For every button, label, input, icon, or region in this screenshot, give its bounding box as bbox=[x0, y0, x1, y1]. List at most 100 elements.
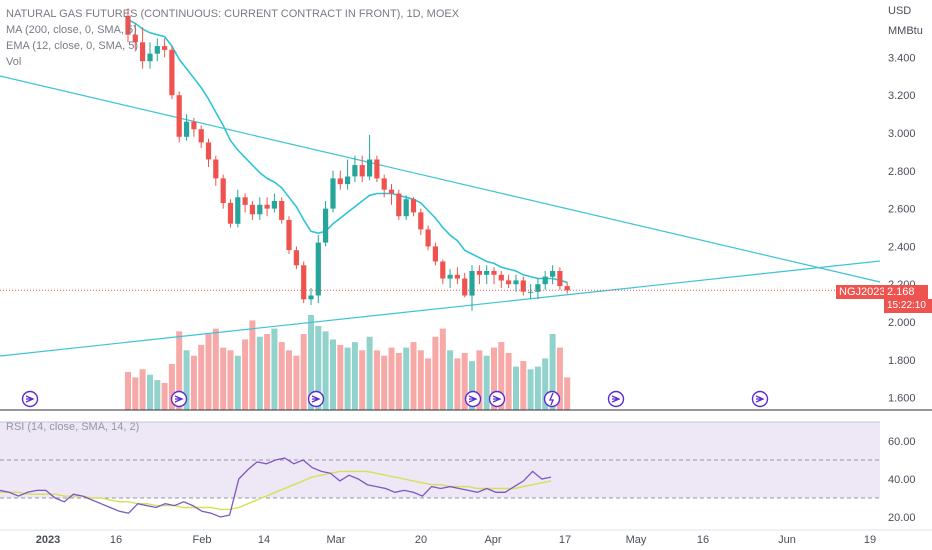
candle-body bbox=[330, 178, 336, 209]
candle bbox=[374, 155, 380, 183]
indicator-vol[interactable]: Vol bbox=[6, 56, 22, 68]
candle-body bbox=[154, 46, 160, 54]
play-event-icon[interactable] bbox=[751, 390, 769, 408]
rsi-ma-line bbox=[0, 470, 552, 511]
candle bbox=[220, 174, 226, 209]
candle-body bbox=[418, 212, 424, 230]
volume-bar bbox=[564, 377, 571, 410]
volume-bar bbox=[403, 347, 410, 410]
candle-body bbox=[535, 284, 541, 292]
time-tick-label: 16 bbox=[110, 534, 122, 546]
descending-trendline[interactable] bbox=[0, 75, 881, 283]
volume-bar bbox=[125, 372, 131, 410]
volume-bar bbox=[556, 347, 563, 410]
candle-body bbox=[264, 204, 270, 209]
volume-bar bbox=[139, 369, 146, 410]
candle bbox=[396, 189, 402, 220]
candle-body bbox=[242, 197, 248, 205]
play-event-icon[interactable] bbox=[607, 390, 625, 408]
play-event-icon[interactable] bbox=[464, 390, 482, 408]
volume-bar bbox=[278, 342, 285, 410]
candle-body bbox=[396, 193, 402, 217]
candle-body bbox=[293, 250, 299, 266]
candle-body bbox=[213, 159, 219, 179]
volume-bar bbox=[256, 336, 263, 410]
volume-bar bbox=[447, 350, 454, 410]
volume-bar bbox=[359, 350, 366, 410]
candle-body bbox=[388, 189, 395, 194]
volume-bar bbox=[212, 328, 219, 410]
price-tick-label: 2.000 bbox=[888, 317, 916, 329]
play-event-icon[interactable] bbox=[21, 390, 39, 408]
candle-body bbox=[557, 271, 563, 287]
candle-body bbox=[337, 178, 343, 185]
candle bbox=[169, 46, 175, 99]
candle bbox=[550, 265, 556, 285]
volume-bar bbox=[154, 380, 161, 410]
events-row[interactable] bbox=[21, 390, 769, 408]
candle bbox=[315, 235, 321, 304]
volume-bar bbox=[513, 366, 519, 410]
candle bbox=[410, 197, 417, 217]
price-tick-label: 2.600 bbox=[888, 204, 916, 216]
time-tick-label: 17 bbox=[559, 534, 571, 546]
candle bbox=[147, 42, 153, 69]
candle bbox=[491, 267, 497, 285]
volume-bars bbox=[125, 315, 571, 410]
candle bbox=[506, 274, 512, 288]
candle bbox=[484, 265, 490, 285]
rsi-axis[interactable]: 60.00 40.00 20.00 bbox=[888, 436, 916, 524]
candle bbox=[440, 259, 446, 285]
ascending-trendline[interactable] bbox=[0, 260, 881, 357]
price-axis-unit-usd: USD bbox=[888, 5, 911, 17]
play-event-icon[interactable] bbox=[170, 390, 188, 408]
candle-body bbox=[198, 129, 204, 143]
play-event-icon[interactable] bbox=[307, 390, 325, 408]
candle-body bbox=[484, 271, 490, 275]
indicator-ma[interactable]: MA (200, close, 0, SMA, 5) bbox=[6, 24, 137, 36]
candle-body bbox=[308, 295, 314, 300]
rsi-tick-label: 60.00 bbox=[888, 436, 916, 448]
volume-bar bbox=[176, 331, 183, 410]
volume-bar bbox=[439, 328, 446, 410]
price-tick-label: 2.400 bbox=[888, 241, 916, 253]
candle-body bbox=[301, 265, 307, 300]
price-axis[interactable]: 3.4003.2003.0002.8002.6002.4002.2002.000… bbox=[888, 52, 916, 404]
volume-bar bbox=[469, 361, 475, 410]
time-axis[interactable]: 2023 16 Feb 14 Mar 20 Apr 17 May 16 Jun 19 bbox=[36, 534, 876, 546]
candle-body bbox=[520, 280, 526, 292]
trendlines[interactable] bbox=[0, 75, 881, 357]
volume-bar bbox=[168, 363, 175, 410]
candle-body bbox=[176, 95, 182, 137]
candle bbox=[454, 267, 460, 285]
volume-bar bbox=[454, 358, 461, 410]
candle-body bbox=[476, 271, 482, 275]
symbol-title[interactable]: NATURAL GAS FUTURES (CONTINUOUS: CURRENT… bbox=[6, 8, 460, 20]
volume-bar bbox=[242, 339, 249, 410]
volume-bar bbox=[366, 336, 373, 410]
candle bbox=[520, 276, 526, 296]
play-event-icon[interactable] bbox=[488, 390, 506, 408]
volume-bar bbox=[351, 342, 358, 410]
candle-body bbox=[491, 271, 497, 275]
volume-bar bbox=[234, 355, 241, 410]
indicator-ema[interactable]: EMA (12, close, 0, SMA, 5) bbox=[6, 40, 139, 52]
candle bbox=[125, 8, 131, 43]
volume-bar bbox=[381, 355, 388, 410]
rsi-tick-label: 40.00 bbox=[888, 474, 916, 486]
candle-body bbox=[345, 176, 351, 185]
candle bbox=[381, 174, 387, 198]
candle bbox=[359, 155, 365, 183]
lightning-event-icon[interactable] bbox=[543, 390, 561, 408]
candle bbox=[345, 159, 351, 190]
candle-body bbox=[564, 286, 570, 291]
candle bbox=[462, 272, 468, 298]
price-tick-label: 3.400 bbox=[888, 52, 916, 64]
volume-bar bbox=[505, 353, 512, 410]
candle bbox=[213, 155, 219, 186]
time-tick-label: 16 bbox=[697, 534, 709, 546]
volume-bar bbox=[388, 347, 395, 410]
candle-body bbox=[315, 242, 321, 296]
candle bbox=[432, 242, 438, 266]
